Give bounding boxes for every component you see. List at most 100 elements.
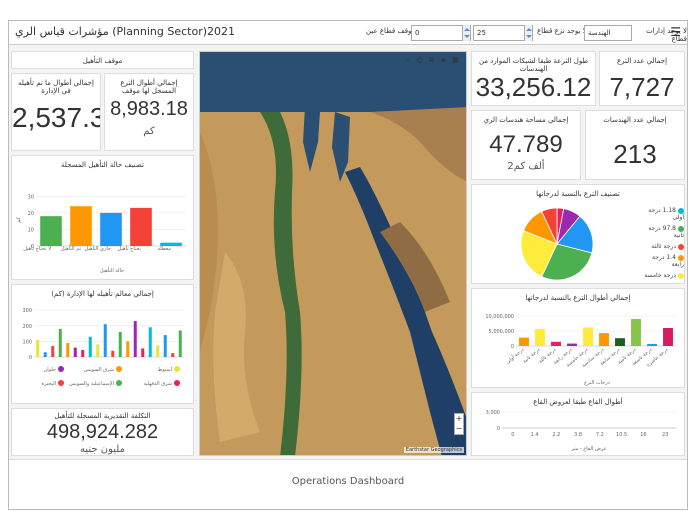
bar	[148, 327, 152, 357]
y-tick-label: 3,000	[486, 410, 500, 416]
bar	[583, 327, 593, 346]
cost-card: التكلفة التقديرية المسجلة للتأهيل 498,92…	[11, 408, 194, 456]
map-toolbar: ⌕ ⎙ ≣ ◈ ▦	[403, 56, 460, 65]
area-title: إجمالي مساحة هندسات الري	[483, 116, 569, 124]
bar	[663, 328, 673, 346]
bar	[141, 348, 145, 357]
pie-slice	[520, 230, 558, 278]
rehab-done-card: إجمالي أطوال ما تم تأهيله في الإدارة 2,5…	[11, 73, 101, 151]
chart-title: إجمالي معالم تأهيله لها الإدارة (كم)	[51, 290, 154, 298]
legend-label: أسيوط	[158, 366, 173, 373]
legend-swatch	[678, 243, 684, 250]
legend-swatch	[58, 380, 64, 386]
department-filter-label: لا يوجد إدارات قطاع	[646, 27, 687, 43]
legend-label: شرق الدقهلية	[144, 381, 173, 387]
legend-swatch	[174, 380, 180, 386]
bar	[111, 350, 115, 357]
y-tick-label: 10,000,000	[485, 314, 514, 320]
x-tick-label: 1.4	[531, 432, 539, 438]
legend-swatch	[678, 272, 684, 279]
bar	[66, 342, 70, 357]
menu-icon[interactable]: ☰	[670, 25, 681, 39]
legend-label: 1.18 درجة أولى	[648, 207, 684, 221]
bar	[96, 344, 100, 357]
dashboard-footer: Operations Dashboard	[9, 459, 687, 509]
bar	[103, 324, 107, 357]
bar	[58, 328, 62, 357]
rehab-total-card: إجمالي أطوال الترع المسجل لها موقف 8,983…	[104, 73, 194, 151]
range-max-input[interactable]: 25	[473, 25, 533, 41]
y-tick-label: 20	[28, 211, 34, 217]
map-view[interactable]: ⌕ ⎙ ≣ ◈ ▦ + − Earthstar Geographics	[199, 51, 467, 456]
legend-swatch	[678, 225, 684, 232]
legend-item: 1.4 درجة رابعة	[640, 254, 684, 268]
legend-swatch	[678, 254, 684, 261]
bar	[36, 339, 40, 357]
rehab-total-title: إجمالي أطوال الترع المسجل لها موقف	[120, 79, 178, 95]
y-tick-label: 0	[29, 355, 32, 361]
y-tick-label: 5,000,000	[489, 329, 514, 335]
x-tick-label: 3.8	[574, 432, 582, 438]
engineering-count-title: إجمالي عدد الهندسات	[603, 116, 667, 124]
x-tick-label: 10.5	[616, 432, 627, 438]
bar	[551, 341, 561, 346]
range-filter-label: لا يوجد نزع قطاع	[537, 27, 587, 35]
department-chart-card: إجمالي معالم تأهيله لها الإدارة (كم) 0 10…	[11, 284, 194, 404]
bookmark-icon[interactable]: ⎙	[416, 56, 423, 64]
x-tick-label: جاري التأهيل	[85, 244, 111, 252]
legend-label: حلوان	[44, 367, 56, 373]
legend-swatch	[678, 207, 684, 214]
range-max-spinner[interactable]	[524, 25, 532, 41]
legend-swatch	[174, 366, 180, 372]
x-tick-label: درجة أولى	[504, 346, 525, 365]
zoom-out-button[interactable]: −	[455, 424, 463, 433]
bar	[73, 347, 77, 357]
rehab-total-value: 8,983.18	[110, 98, 188, 120]
y-axis-label: كم	[16, 217, 22, 223]
bar	[171, 353, 175, 357]
x-tick-label: 2.2	[552, 432, 560, 438]
bar	[40, 216, 62, 246]
canal-grade-length-card: إجمالي أطوال الترع بالنسبة لدرجاتها 0 5,0…	[471, 288, 685, 388]
department-dropdown[interactable]: الهندسة	[584, 25, 632, 41]
grid-icon[interactable]: ▦	[452, 56, 459, 64]
legend-label: درجة خامسة	[644, 272, 676, 279]
x-tick-label: لا تحتاج تأهيل	[23, 244, 51, 252]
legend-swatch	[116, 380, 122, 386]
bar	[178, 330, 182, 357]
sector-filter-label: موقف قطاع عين	[366, 27, 416, 35]
pie-slice	[556, 215, 594, 254]
x-axis-label: عرض القاع - متر	[570, 446, 606, 452]
list-icon[interactable]: ≣	[428, 56, 435, 64]
range-min-input[interactable]: 0	[411, 25, 471, 41]
canal-length-title: طول الترعة طبقا لشبكات الموارد من الهندس…	[478, 57, 589, 73]
canal-length-card: طول الترعة طبقا لشبكات الموارد من الهندس…	[471, 51, 596, 106]
legend-item: 1.18 درجة أولى	[640, 207, 684, 221]
layers-icon[interactable]: ◈	[440, 56, 447, 64]
bar	[43, 352, 47, 357]
satellite-map[interactable]	[200, 52, 467, 456]
cost-unit: مليون جنيه	[80, 444, 125, 455]
x-tick-label: تم التأهيل	[61, 244, 82, 252]
legend-label: 1.4 درجة رابعة	[652, 254, 684, 268]
search-icon[interactable]: ⌕	[405, 56, 410, 64]
x-tick-label: 0	[511, 432, 514, 438]
y-tick-label: 10	[28, 227, 34, 233]
bed-width-chart: 3,000 0 0 1.4 2.2 3.8 7.2 10.5 16 23 عرض القاع - م…	[486, 410, 676, 452]
legend-label: البحيرة	[41, 381, 56, 387]
legend-label: الإسماعيلية والسويس	[69, 381, 114, 387]
legend-item: درجة ثالثة	[640, 243, 684, 250]
rehab-status-chart-card: تصنيف حالة التأهيل المسجلة 0 10 20 30 لا تحت…	[11, 155, 194, 280]
rehab-done-value: 2,537.3	[12, 102, 101, 133]
x-tick-label: 7.2	[596, 432, 604, 438]
dashboard-frame: مؤشرات قياس الري (Planning Sector)2021 م…	[8, 20, 688, 510]
area-card: إجمالي مساحة هندسات الري 47.789 ألف كم2	[471, 110, 581, 180]
bar	[130, 207, 152, 246]
pie-slice	[541, 207, 558, 245]
zoom-in-button[interactable]: +	[455, 414, 463, 423]
page-title: مؤشرات قياس الري (Planning Sector)2021	[15, 25, 236, 38]
bar	[160, 242, 182, 246]
map-attribution: Earthstar Geographics	[403, 447, 464, 453]
range-min-spinner[interactable]	[462, 25, 470, 41]
